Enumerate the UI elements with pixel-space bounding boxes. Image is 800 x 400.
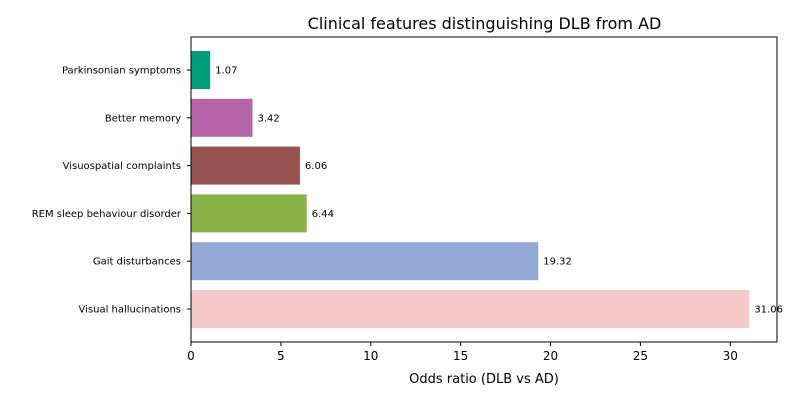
chart-title: Clinical features distinguishing DLB fro…: [308, 14, 662, 33]
value-label-parkinsonian-symptoms: 1.07: [215, 66, 237, 77]
bar-parkinsonian-symptoms: [191, 51, 211, 89]
category-label-visual-hallucinations: Visual hallucinations: [79, 305, 182, 316]
x-tick-label: 0: [187, 349, 195, 363]
plot-frame: [190, 36, 778, 343]
category-label-parkinsonian-symptoms: Parkinsonian symptoms: [62, 66, 181, 77]
x-axis-label: Odds ratio (DLB vs AD): [409, 372, 559, 387]
bar-gait-disturbances: [191, 242, 539, 281]
x-tick-label: 10: [363, 349, 378, 363]
value-label-gait-disturbances: 19.32: [543, 257, 572, 268]
bar-visual-hallucinations: [191, 290, 750, 328]
value-label-better-memory: 3.42: [257, 113, 279, 124]
x-tick-label: 15: [453, 349, 468, 363]
category-label-better-memory: Better memory: [105, 113, 181, 124]
bar-visuospatial-complaints: [191, 146, 300, 185]
value-label-rem-sleep-behaviour-disorder: 6.44: [312, 209, 334, 220]
x-tick-label: 5: [277, 349, 285, 363]
category-labels: Visual hallucinations Gait disturbances RE…: [32, 66, 182, 316]
category-label-gait-disturbances: Gait disturbances: [93, 257, 181, 268]
x-tick-label: 25: [633, 349, 648, 363]
x-tick-label: 30: [723, 349, 738, 363]
x-axis-ticks: 0 5 10 15 20 25 30: [187, 69, 738, 363]
bar-better-memory: [191, 98, 253, 137]
value-label-visuospatial-complaints: 6.06: [305, 161, 327, 172]
bars-layer: [191, 51, 750, 328]
category-label-rem-sleep-behaviour-disorder: REM sleep behaviour disorder: [32, 209, 182, 220]
x-tick-label: 20: [543, 349, 558, 363]
category-label-visuospatial-complaints: Visuospatial complaints: [63, 161, 181, 172]
bar-rem-sleep-behaviour-disorder: [191, 194, 307, 233]
value-labels: 31.06 19.32 6.44 6.06 3.42 1.07: [215, 66, 783, 316]
value-label-visual-hallucinations: 31.06: [754, 305, 783, 316]
